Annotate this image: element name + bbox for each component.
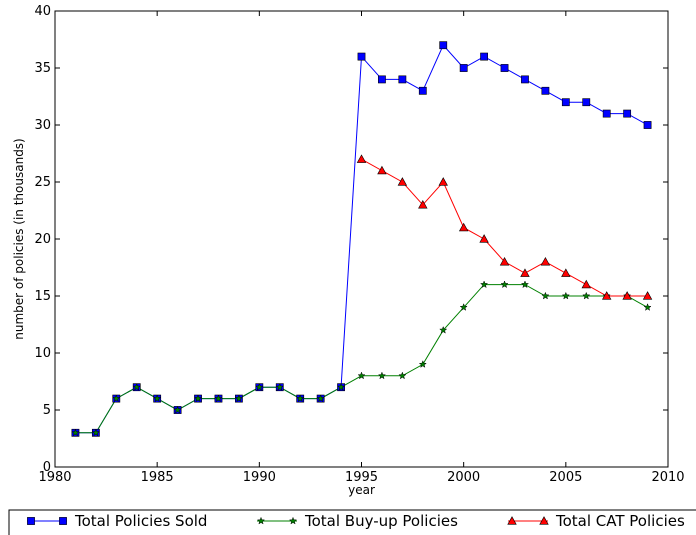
legend-label-total-buy-up-policies: Total Buy-up Policies — [304, 512, 458, 530]
data-point-total-policies-sold — [500, 64, 509, 72]
data-point-total-policies-sold — [357, 52, 366, 61]
data-point-total-cat-policies — [642, 291, 653, 300]
data-point-total-buy-up-policies — [234, 394, 243, 403]
data-point-total-cat-policies — [397, 177, 408, 186]
data-point-total-policies-sold — [480, 52, 488, 61]
x-tick-label: 1985 — [141, 470, 174, 485]
data-point-total-buy-up-policies — [336, 382, 346, 391]
x-axis: 1980 1985 1990 1995 2000 2005 2010 — [38, 11, 685, 485]
legend-frame — [8, 509, 696, 535]
data-point-total-buy-up-policies — [520, 280, 530, 289]
data-point-total-buy-up-policies — [541, 291, 550, 300]
y-tick-label: 40 — [34, 4, 51, 19]
legend-marker-total-buy-up-policies — [256, 516, 266, 525]
y-tick-label: 15 — [34, 289, 51, 304]
y-tick-label: 30 — [34, 118, 51, 133]
plot-frame — [54, 10, 669, 468]
data-point-total-policies-sold — [418, 86, 427, 95]
data-point-total-buy-up-policies — [316, 394, 325, 403]
y-tick-label: 35 — [34, 61, 51, 76]
legend-marker-total-policies-sold — [27, 517, 35, 525]
y-tick-label: 10 — [34, 346, 51, 361]
data-point-total-policies-sold — [521, 75, 529, 84]
y-tick-label: 25 — [34, 175, 51, 190]
y-tick-label: 0 — [43, 460, 51, 475]
x-tick-label: 2000 — [447, 470, 480, 485]
data-point-total-cat-policies — [458, 222, 469, 232]
data-point-total-cat-policies — [540, 256, 551, 266]
data-point-total-policies-sold — [378, 75, 386, 84]
legend-label-total-cat-policies: Total CAT Policies — [555, 512, 685, 530]
data-point-total-policies-sold — [459, 64, 468, 72]
data-point-total-buy-up-policies — [500, 280, 509, 289]
legend-label-total-policies-sold: Total Policies Sold — [74, 512, 207, 530]
data-point-total-cat-policies — [499, 256, 510, 266]
data-point-total-cat-policies — [561, 268, 571, 277]
x-tick-label: 2010 — [651, 470, 684, 485]
data-point-total-cat-policies — [622, 291, 632, 300]
data-point-total-cat-policies — [377, 165, 387, 175]
x-axis-label: year — [348, 483, 375, 497]
series-markers — [71, 41, 653, 437]
data-point-total-buy-up-policies — [153, 394, 162, 403]
data-point-total-buy-up-policies — [582, 291, 591, 300]
data-point-total-buy-up-policies — [275, 382, 284, 391]
data-point-total-buy-up-policies — [112, 394, 121, 403]
x-tick-label: 2005 — [549, 470, 582, 485]
data-point-total-policies-sold — [398, 75, 407, 84]
data-point-total-policies-sold — [582, 98, 591, 107]
legend-marker-total-policies-sold — [59, 517, 67, 525]
data-point-total-buy-up-policies — [377, 371, 387, 380]
data-point-total-policies-sold — [602, 109, 611, 118]
plot-area: 0 5 10 15 20 25 30 35 40 1980 1985 1990 1995 2000 200… — [34, 4, 684, 485]
data-point-total-buy-up-policies — [561, 291, 570, 300]
data-point-total-buy-up-policies — [132, 382, 141, 391]
data-point-total-policies-sold — [541, 86, 550, 95]
legend-marker-total-buy-up-policies — [288, 516, 298, 525]
data-point-total-buy-up-policies — [71, 428, 80, 437]
y-axis-label: number of policies (in thousands) — [12, 138, 26, 340]
data-point-total-cat-policies — [520, 268, 530, 277]
data-point-total-buy-up-policies — [418, 360, 427, 368]
data-point-total-buy-up-policies — [296, 394, 305, 403]
y-tick-label: 20 — [34, 232, 51, 247]
legend-marker-total-cat-policies — [539, 516, 549, 525]
data-point-total-buy-up-policies — [459, 303, 468, 311]
x-tick-label: 1980 — [38, 470, 71, 485]
data-point-total-cat-policies — [581, 279, 591, 289]
data-point-total-policies-sold — [561, 98, 570, 107]
data-point-total-cat-policies — [601, 291, 612, 300]
data-point-total-policies-sold — [623, 109, 632, 118]
data-point-total-policies-sold — [643, 121, 652, 129]
data-point-total-buy-up-policies — [255, 382, 264, 391]
legend-marker-total-cat-policies — [507, 516, 517, 525]
data-point-total-cat-policies — [356, 154, 367, 163]
data-point-total-buy-up-policies — [91, 428, 100, 437]
data-point-total-policies-sold — [439, 41, 448, 50]
y-axis: 0 5 10 15 20 25 30 35 40 — [34, 4, 668, 475]
x-tick-label: 1995 — [345, 470, 378, 485]
data-point-total-buy-up-policies — [357, 371, 366, 380]
data-point-total-buy-up-policies — [398, 371, 407, 380]
data-point-total-buy-up-policies — [480, 280, 489, 289]
data-point-total-buy-up-policies — [214, 394, 223, 403]
data-point-total-cat-policies — [438, 177, 448, 186]
legend: Total Policies Sold Total Buy-up Policies… — [8, 509, 696, 535]
data-point-total-buy-up-policies — [173, 405, 182, 414]
x-tick-label: 1990 — [243, 470, 276, 485]
data-point-total-buy-up-policies — [193, 394, 203, 403]
data-point-total-buy-up-policies — [643, 303, 652, 311]
data-point-total-cat-policies — [418, 199, 428, 209]
y-tick-label: 5 — [43, 403, 51, 418]
data-point-total-buy-up-policies — [439, 325, 448, 334]
data-point-total-cat-policies — [479, 234, 489, 243]
